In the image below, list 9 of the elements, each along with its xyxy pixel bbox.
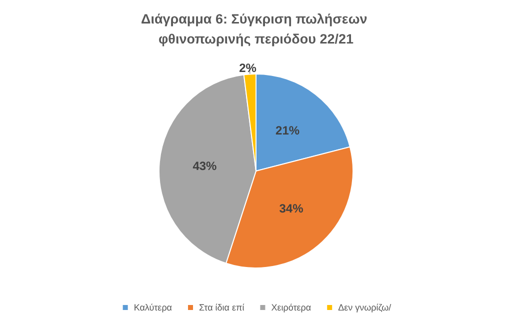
data-label: 2%: [239, 61, 257, 76]
data-label: 21%: [276, 123, 300, 138]
chart-title: Διάγραμμα 6: Σύγκριση πωλήσεων φθινοπωρινής περιόδου 22/21: [141, 12, 371, 46]
legend-label: Χειρότερα: [271, 302, 312, 312]
legend-label: Καλύτερα: [134, 302, 172, 312]
legend-label: Δεν γνωρίζω/: [338, 302, 392, 312]
data-label: 34%: [279, 202, 304, 216]
legend-label: Στα ίδια επί: [199, 302, 244, 312]
data-label: 43%: [192, 159, 218, 174]
